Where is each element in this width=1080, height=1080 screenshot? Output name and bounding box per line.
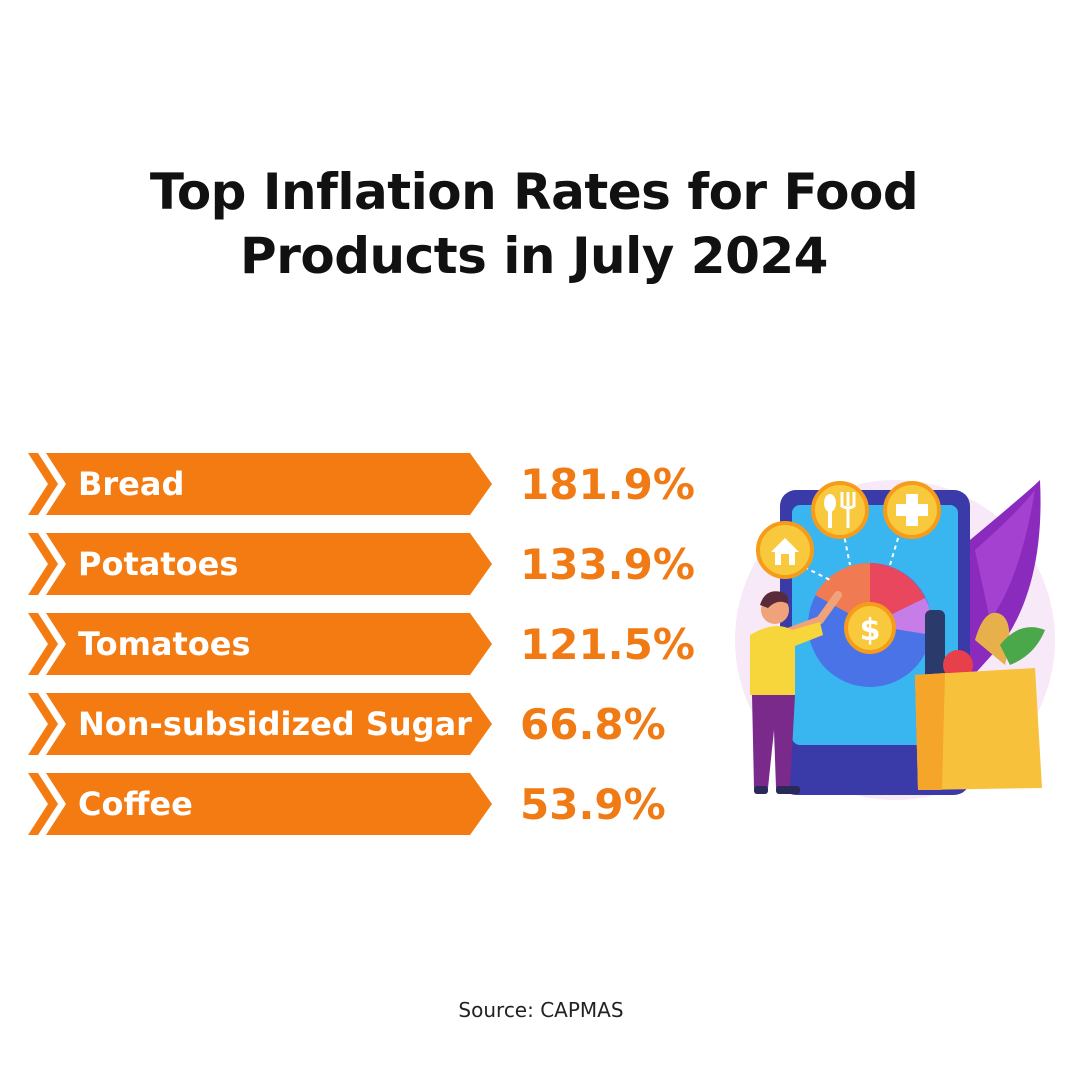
bar-row: Tomatoes 121.5% (28, 613, 695, 675)
grocery-bag-icon (915, 668, 1042, 790)
greens-shape (1000, 627, 1045, 665)
plus-glyph (896, 494, 928, 526)
leaf-highlight (975, 490, 1035, 620)
bar-value-label: 181.9% (520, 460, 695, 509)
bar-value-label: 133.9% (520, 540, 695, 589)
person-shoe (776, 786, 800, 794)
bar-chevron (28, 613, 58, 675)
bar-chevron (28, 533, 58, 595)
bar (46, 613, 492, 675)
bar-row: Potatoes 133.9% (28, 533, 695, 595)
bar-category-label: Potatoes (78, 545, 238, 583)
bar-chevron (28, 693, 58, 755)
spoon-handle (828, 510, 832, 528)
person-shoe (754, 786, 768, 794)
bar-chevron (28, 453, 58, 515)
bar-row: Non-subsidized Sugar 66.8% (28, 693, 666, 755)
bar-category-label: Non-subsidized Sugar (78, 705, 472, 743)
bar (46, 773, 492, 835)
bar (46, 533, 492, 595)
spoon-glyph (824, 494, 836, 512)
bar-category-label: Coffee (78, 785, 193, 823)
bar-category-label: Tomatoes (78, 625, 251, 663)
bar-value-label: 121.5% (520, 620, 695, 669)
chart-title: Top Inflation Rates for Food Products in… (0, 160, 1068, 288)
title-line-2: Products in July 2024 (240, 227, 828, 285)
bread-shape (975, 612, 1010, 665)
bar-value-label: 53.9% (520, 780, 666, 829)
bar (46, 693, 492, 755)
bottle-shape (925, 610, 945, 680)
bar-chart: Bread 181.9% Potatoes 133.9% Tomatoes 121.5% N… (28, 453, 695, 835)
bar (46, 453, 492, 515)
dollar-sign: $ (860, 613, 881, 648)
house-icon-door (781, 554, 789, 565)
dollar-icon (844, 602, 896, 654)
house-icon-glyph (771, 538, 799, 565)
person-hair (760, 591, 789, 608)
bar-category-label: Bread (78, 465, 184, 503)
bar-chevron (28, 773, 58, 835)
title-line-1: Top Inflation Rates for Food (149, 163, 919, 221)
fork-knife-icon (811, 481, 869, 539)
bar-row: Coffee 53.9% (28, 773, 666, 835)
source-note: Source: CAPMAS (458, 998, 624, 1022)
bar-value-label: 66.8% (520, 700, 666, 749)
person-shirt (750, 622, 823, 695)
grocery-bag-shadow (915, 673, 945, 790)
bar-row: Bread 181.9% (28, 453, 695, 515)
person-pants (752, 695, 795, 788)
fork-glyph (840, 492, 856, 528)
grocery-inflation-illustration: $ (735, 480, 1055, 800)
